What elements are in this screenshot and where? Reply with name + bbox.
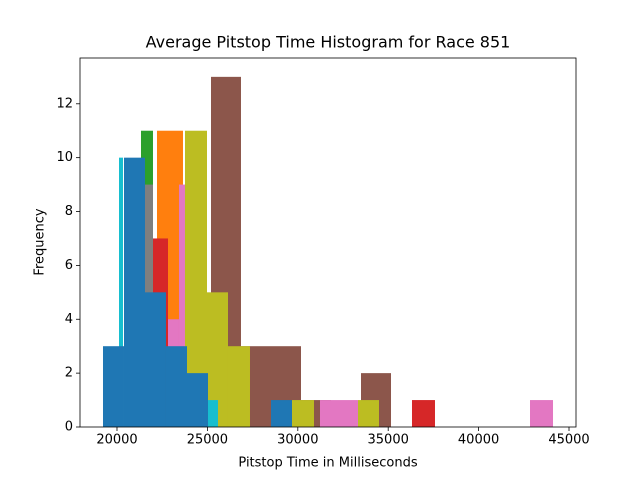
y-tick-label: 4 [65,312,73,327]
y-tick-label: 2 [65,366,73,381]
y-tick-label: 0 [65,420,73,435]
x-tick-label: 40000 [458,433,499,448]
y-tick-label: 12 [56,96,73,111]
y-tick-label: 10 [56,150,73,165]
y-axis-label: Frequency [33,208,48,275]
bar [102,346,124,427]
bar [178,184,185,427]
x-axis-label: Pitstop Time in Milliseconds [238,456,417,471]
x-tick-label: 20000 [96,433,137,448]
bar [411,400,435,427]
bar [207,400,218,427]
chart-title: Average Pitstop Time Histogram for Race … [146,33,511,52]
x-tick-label: 45000 [548,433,589,448]
plot-frame [79,57,577,428]
y-tick-label: 6 [65,258,73,273]
bar [165,346,187,427]
bars [102,76,554,428]
bar [184,130,207,427]
bar [123,157,145,428]
bar [530,400,554,427]
bar [227,346,250,427]
bar [206,292,228,427]
bar [358,400,379,427]
bar [186,373,208,427]
bar [271,400,292,427]
axes: 20000 25000 30000 35000 40000 45000 0 2 4 6 8 10 12 [56,57,590,448]
bar [118,157,123,428]
bar [291,400,314,427]
x-tick-label: 35000 [368,433,409,448]
x-tick-label: 25000 [187,433,228,448]
x-tick-label: 30000 [277,433,318,448]
y-tick-label: 8 [65,204,73,219]
bar [319,400,359,427]
bar [144,292,166,427]
